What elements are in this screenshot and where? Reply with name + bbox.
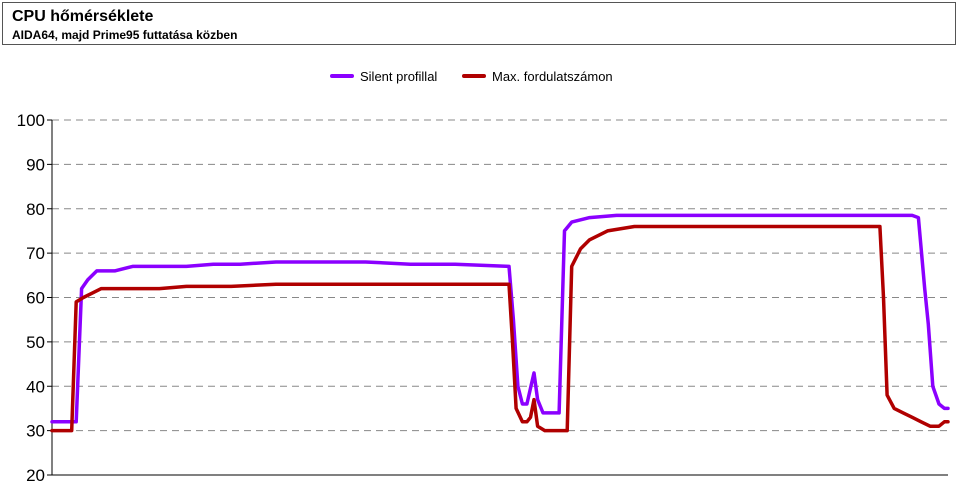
y-tick-label: 100 bbox=[17, 111, 45, 130]
y-tick-label: 80 bbox=[26, 200, 45, 219]
y-tick-label: 90 bbox=[26, 155, 45, 174]
chart-title: CPU hőmérséklete bbox=[12, 8, 154, 25]
series-line-silent bbox=[50, 213, 950, 424]
y-tick-labels: 20 30 40 50 60 70 80 90 100 bbox=[17, 111, 45, 485]
gridlines bbox=[52, 119, 948, 432]
chart-header: CPU hőmérséklete AIDA64, majd Prime95 fu… bbox=[2, 2, 956, 45]
chart-subtitle: AIDA64, majd Prime95 futtatása közben bbox=[12, 28, 238, 42]
y-tick-label: 60 bbox=[26, 289, 45, 308]
legend-label: Max. fordulatszámon bbox=[492, 69, 613, 84]
series-lines bbox=[50, 213, 950, 433]
y-tick-label: 70 bbox=[26, 244, 45, 263]
legend-label: Silent profillal bbox=[360, 69, 437, 84]
legend: Silent profillal Max. fordulatszámon bbox=[330, 69, 613, 84]
y-tick-label: 40 bbox=[26, 377, 45, 396]
series-line-max-fan bbox=[50, 224, 950, 433]
y-tick-label: 30 bbox=[26, 422, 45, 441]
y-tick-label: 20 bbox=[26, 466, 45, 485]
y-tick-label: 50 bbox=[26, 333, 45, 352]
